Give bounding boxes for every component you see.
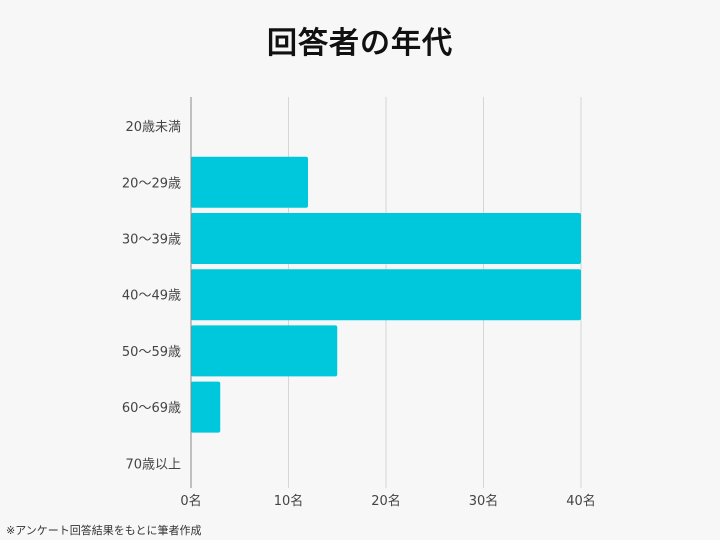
x-tick-label: 10名 bbox=[274, 493, 304, 509]
x-tick-label: 20名 bbox=[371, 493, 401, 509]
bar bbox=[191, 381, 221, 433]
category-label: 50～59歳 bbox=[122, 345, 181, 360]
chart-title: 回答者の年代 bbox=[267, 26, 453, 61]
category-label: 70歳以上 bbox=[125, 457, 181, 472]
category-label: 30～39歳 bbox=[122, 233, 181, 248]
category-label: 20歳未満 bbox=[125, 120, 181, 135]
category-label: 20～29歳 bbox=[122, 176, 181, 191]
x-tick-label: 0名 bbox=[180, 493, 201, 509]
bar bbox=[191, 156, 308, 208]
bar bbox=[191, 325, 338, 377]
footnote: ※アンケート回答結果をもとに筆者作成 bbox=[6, 524, 202, 537]
x-tick-label: 40名 bbox=[566, 493, 596, 509]
category-label: 40～49歳 bbox=[122, 289, 181, 304]
labels: 0名 10名 20名 30名 40名 20歳未満 20～29歳 30～39歳 40～49歳 50～… bbox=[122, 120, 596, 509]
bars bbox=[191, 156, 581, 433]
x-tick-label: 30名 bbox=[469, 493, 499, 509]
bar bbox=[191, 269, 581, 321]
bar bbox=[191, 213, 581, 264]
category-label: 60～69歳 bbox=[122, 401, 181, 416]
